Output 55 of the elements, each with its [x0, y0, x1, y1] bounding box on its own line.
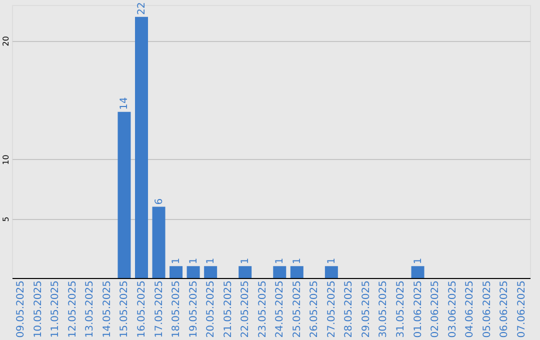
bar: [135, 16, 148, 278]
bar: [152, 206, 166, 278]
bar: [238, 266, 252, 278]
x-tick-label: 16.05.2025: [136, 280, 148, 338]
bar: [118, 112, 131, 278]
x-tick-label: 10.05.2025: [32, 280, 44, 338]
data-label: 1: [292, 258, 303, 264]
data-label: 1: [171, 258, 182, 264]
x-tick-label: 13.05.2025: [84, 280, 96, 338]
x-tick-label: 25.05.2025: [292, 280, 303, 338]
x-tick-label: 28.05.2025: [344, 280, 355, 338]
x-tick-label: 11.05.2025: [50, 280, 62, 338]
data-label: 6: [154, 198, 165, 205]
x-tick-label: 05.06.2025: [482, 280, 493, 338]
x-tick-label: 06.06.2025: [499, 280, 510, 338]
x-tick-label: 18.05.2025: [171, 280, 182, 338]
data-label: 14: [119, 97, 130, 110]
x-tick-label: 02.06.2025: [430, 280, 442, 338]
x-tick-label: 31.05.2025: [396, 280, 406, 338]
x-tick-label: 14.05.2025: [102, 280, 113, 338]
x-tick-label: 19.05.2025: [188, 280, 200, 338]
x-tick-label: 21.05.2025: [222, 280, 234, 338]
bar: [186, 266, 200, 278]
data-label: 22: [136, 2, 148, 15]
x-tick-label: 01.06.2025: [412, 280, 424, 338]
x-tick-label: 20.05.2025: [206, 280, 217, 338]
bar: [324, 266, 338, 278]
x-tick-label: 04.06.2025: [464, 280, 476, 338]
data-label: 1: [240, 258, 252, 264]
data-label: 1: [188, 258, 200, 264]
y-tick-label: 20: [2, 36, 10, 46]
bar: [170, 266, 183, 278]
data-label: 1: [206, 258, 217, 264]
x-tick-label: 12.05.2025: [67, 280, 78, 338]
x-tick-label: 07.06.2025: [516, 280, 528, 338]
x-tick-label: 27.05.2025: [326, 280, 338, 338]
bar: [204, 266, 218, 278]
data-label: 1: [412, 258, 424, 264]
y-tick-label: 10: [2, 154, 10, 165]
x-tick-label: 03.06.2025: [447, 280, 458, 338]
y-tick-label: 5: [2, 216, 10, 222]
x-tick-label: 15.05.2025: [119, 280, 130, 338]
x-tick-label: 24.05.2025: [274, 280, 286, 338]
x-tick-label: 26.05.2025: [309, 280, 320, 338]
x-tick-label: 17.05.2025: [154, 280, 165, 338]
x-tick-label: 23.05.2025: [257, 280, 268, 338]
x-tick-label: 30.05.2025: [378, 280, 390, 338]
bar: [290, 266, 304, 278]
x-tick-label: 22.05.2025: [240, 280, 252, 338]
data-label: 1: [326, 258, 338, 264]
bar: [411, 266, 424, 278]
x-tick-label: 09.05.2025: [16, 280, 27, 338]
data-label: 1: [274, 258, 286, 264]
bar: [273, 266, 286, 278]
x-tick-label: 29.05.2025: [360, 280, 372, 338]
